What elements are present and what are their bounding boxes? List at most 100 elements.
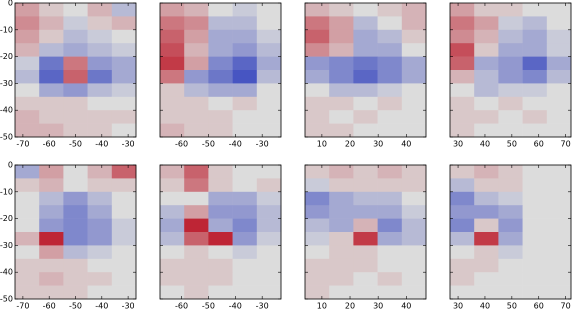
heat-cell <box>353 70 378 84</box>
heat-cell <box>256 272 282 286</box>
heat-cell <box>401 110 427 124</box>
heat-cell <box>63 70 88 84</box>
heat-cell <box>111 16 137 31</box>
heat-cell <box>232 205 258 219</box>
heat-cell <box>474 285 499 300</box>
x-tick-label: 10 <box>317 302 327 310</box>
heat-cell <box>208 245 233 260</box>
x-tick-label: 30 <box>453 302 463 310</box>
heat-cell <box>208 232 233 246</box>
heat-cell <box>498 70 523 84</box>
heat-cell <box>305 29 330 44</box>
heat-cell <box>522 123 548 138</box>
heat-cell <box>377 29 403 44</box>
heat-cell <box>87 258 113 273</box>
heat-cell <box>87 165 113 179</box>
y-tick-label: -50 <box>0 133 13 142</box>
heat-cell <box>401 70 427 84</box>
panel: -60 -50 -40 -30 <box>159 2 282 149</box>
x-tick-label: 50 <box>507 140 517 149</box>
heat-cell <box>377 83 403 98</box>
heat-cell <box>63 272 88 286</box>
heat-cell <box>353 29 378 44</box>
heat-cell <box>546 110 572 124</box>
heat-cell <box>329 56 354 71</box>
heat-cell <box>63 165 88 179</box>
heat-cell <box>329 83 354 98</box>
heat-cell <box>232 191 258 206</box>
heat-cell <box>208 205 233 219</box>
heat-cell <box>39 70 64 84</box>
heat-cell <box>256 3 282 17</box>
heat-cell <box>256 232 282 246</box>
heat-cell <box>305 245 330 260</box>
heat-cell <box>208 178 233 193</box>
heat-cell <box>353 96 378 111</box>
heat-cell <box>15 70 40 84</box>
plot-frame <box>304 164 427 300</box>
heat-cell <box>39 96 64 111</box>
heat-cell <box>63 83 88 98</box>
heat-cell <box>111 205 137 219</box>
heat-cell <box>208 272 233 286</box>
heat-cell <box>160 43 185 57</box>
heat-cell <box>498 218 523 233</box>
heat-cell <box>305 16 330 31</box>
heat-cell <box>377 70 403 84</box>
heat-cell <box>450 43 475 57</box>
heat-cell <box>87 123 113 138</box>
heat-cell <box>256 285 282 300</box>
heat-cell <box>353 285 378 300</box>
heat-cell <box>184 56 209 71</box>
heat-cell <box>522 218 548 233</box>
x-tick-label: 30 <box>373 302 383 310</box>
heat-cell <box>39 245 64 260</box>
heat-cell <box>522 56 548 71</box>
heat-cell <box>546 245 572 260</box>
heat-cell <box>450 191 475 206</box>
heat-cell <box>401 178 427 193</box>
heat-cell <box>63 178 88 193</box>
heat-cell <box>546 218 572 233</box>
heat-cell <box>474 56 499 71</box>
heat-cell <box>329 258 354 273</box>
heat-cell <box>305 285 330 300</box>
heat-cell <box>305 232 330 246</box>
heat-cell <box>87 96 113 111</box>
y-tick-label: -50 <box>0 295 13 304</box>
heat-cell <box>329 110 354 124</box>
heat-cell <box>498 285 523 300</box>
x-tick-label: 40 <box>480 140 490 149</box>
heat-cell <box>305 165 330 179</box>
heat-cell <box>522 96 548 111</box>
heat-cell <box>256 56 282 71</box>
heat-cell <box>256 16 282 31</box>
heat-cell <box>498 258 523 273</box>
heat-cell <box>15 83 40 98</box>
heat-cell <box>15 232 40 246</box>
heat-cell <box>401 43 427 57</box>
heat-cell <box>39 191 64 206</box>
heat-cell <box>546 83 572 98</box>
heat-cell <box>39 178 64 193</box>
heat-cell <box>184 16 209 31</box>
heat-cell <box>87 70 113 84</box>
heat-cell <box>208 191 233 206</box>
heat-cell <box>450 258 475 273</box>
x-tick-label: 40 <box>480 302 490 310</box>
heat-cell <box>111 245 137 260</box>
heat-cell <box>329 43 354 57</box>
heat-cell <box>450 285 475 300</box>
heat-cell <box>39 16 64 31</box>
heat-cell <box>160 29 185 44</box>
x-tick-label: 40 <box>401 140 411 149</box>
heat-cell <box>522 258 548 273</box>
heat-cell <box>256 43 282 57</box>
heat-cell <box>15 110 40 124</box>
heat-cell <box>160 218 185 233</box>
heat-cell <box>232 96 258 111</box>
heat-cell <box>498 110 523 124</box>
heat-cell <box>474 165 499 179</box>
heat-cell <box>474 16 499 31</box>
heat-cell <box>474 110 499 124</box>
